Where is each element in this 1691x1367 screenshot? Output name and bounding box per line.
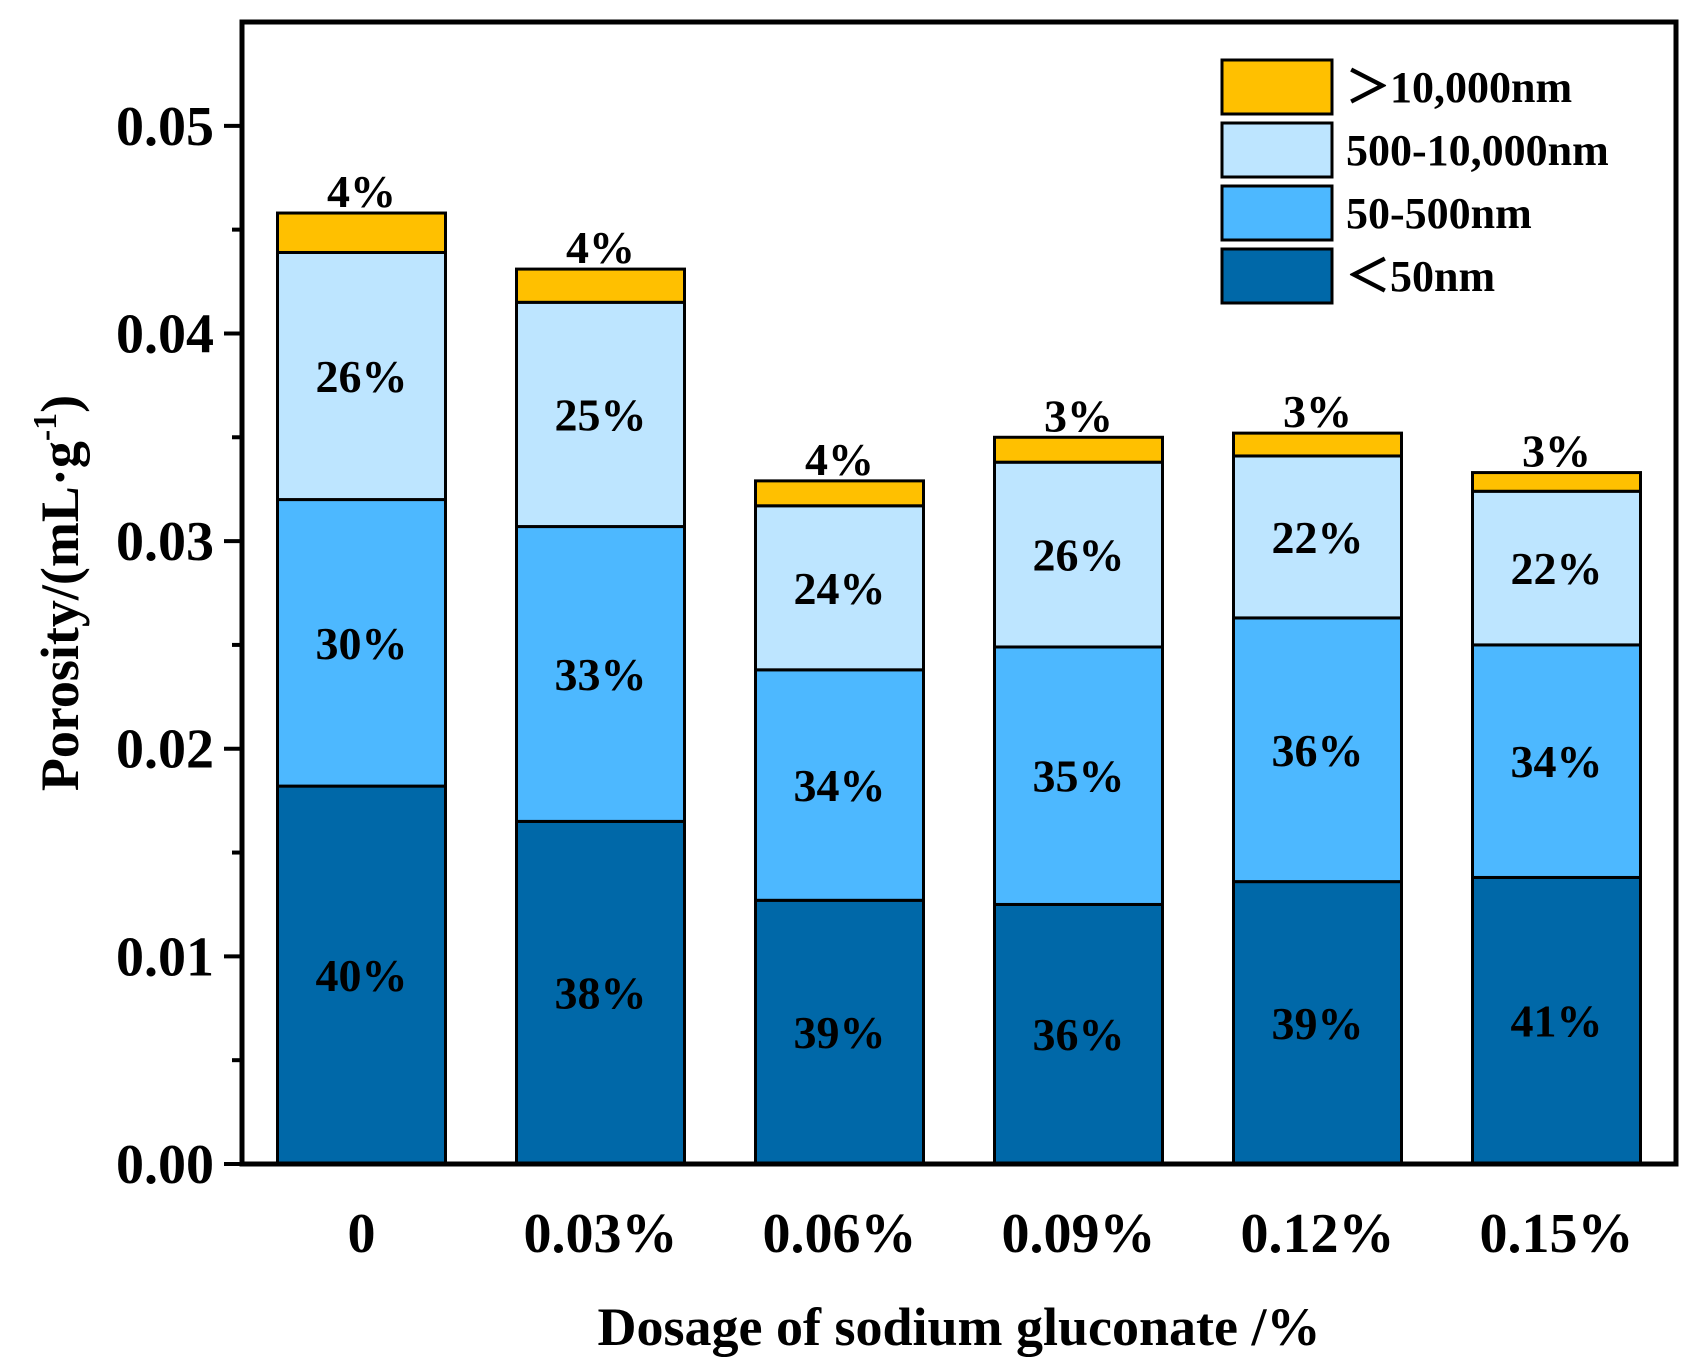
bar-segment xyxy=(515,267,686,304)
bar-segment xyxy=(515,300,686,529)
bar-segment xyxy=(1471,471,1642,493)
bar-segment xyxy=(993,435,1164,464)
segment-percent-label: 4% xyxy=(805,434,874,485)
segment-percent-labels: 40% 30% 26% 4% 38% 33% 25% 4% 39% 34% 24% 4% 36% 35% 2… xyxy=(316,166,1603,1060)
x-tick-label: 0.15% xyxy=(1480,1203,1634,1265)
segment-percent-label: 30% xyxy=(316,618,408,669)
segment-percent-label: 22% xyxy=(1272,512,1364,563)
bar-segment xyxy=(1232,431,1403,458)
segment-percent-label: 35% xyxy=(1033,751,1125,802)
bar-segment xyxy=(276,784,447,1166)
segment-percent-label: 3% xyxy=(1044,390,1113,441)
bar-segment xyxy=(1471,875,1642,1166)
legend-label: ＞10,000nm xyxy=(1346,63,1572,112)
legend-swatch xyxy=(1220,184,1334,242)
segment-percent-label: 39% xyxy=(794,1007,886,1058)
y-tick-label: 0.01 xyxy=(116,926,214,988)
bar-segment xyxy=(1232,454,1403,620)
y-tick-label: 0.03 xyxy=(116,511,214,573)
bar-segment xyxy=(1232,880,1403,1166)
y-tick-label: 0.02 xyxy=(116,719,214,781)
segment-percent-label: 41% xyxy=(1511,996,1603,1047)
x-axis-title: Dosage of sodium gluconate /% xyxy=(597,1297,1320,1357)
y-axis: 0.00 0.01 0.02 0.03 0.04 0.05 xyxy=(116,96,242,1196)
segment-percent-label: 36% xyxy=(1033,1009,1125,1060)
y-axis-title-close: ) xyxy=(30,395,90,413)
y-tick-label: 0.00 xyxy=(116,1134,214,1196)
x-tick-label: 0.06% xyxy=(763,1203,917,1265)
x-axis: 0 0.03% 0.06% 0.09% 0.12% 0.15% xyxy=(348,1203,1634,1265)
bar-segments xyxy=(276,211,1642,1166)
plot-frame xyxy=(239,19,1679,1167)
x-tick-label: 0.12% xyxy=(1241,1203,1395,1265)
x-tick-label: 0.03% xyxy=(524,1203,678,1265)
y-tick-label: 0.05 xyxy=(116,96,214,158)
bar-segment xyxy=(515,819,686,1166)
segment-percent-label: 3% xyxy=(1522,426,1591,477)
segment-percent-label: 4% xyxy=(327,166,396,217)
bar-segment xyxy=(993,460,1164,649)
bar-segment xyxy=(1471,643,1642,879)
segment-percent-label: 24% xyxy=(794,563,886,614)
y-tick-label: 0.04 xyxy=(116,303,214,365)
bar-segment xyxy=(1232,616,1403,884)
legend-swatch xyxy=(1220,247,1334,305)
segment-percent-label: 4% xyxy=(566,222,635,273)
segment-percent-label: 34% xyxy=(794,760,886,811)
segment-percent-label: 39% xyxy=(1272,998,1364,1049)
segment-percent-label: 25% xyxy=(555,389,647,440)
x-tick-label: 0.09% xyxy=(1002,1203,1156,1265)
legend-swatch xyxy=(1220,58,1334,116)
segment-percent-label: 26% xyxy=(1033,530,1125,581)
segment-percent-label: 26% xyxy=(316,351,408,402)
segment-percent-label: 38% xyxy=(555,968,647,1019)
bar-segment xyxy=(276,211,447,254)
bar-segment xyxy=(754,668,925,902)
segment-percent-label: 33% xyxy=(555,649,647,700)
bar-segment xyxy=(1471,489,1642,647)
legend-label: 500-10,000nm xyxy=(1346,126,1609,175)
y-axis-title-superscript: -1 xyxy=(27,413,64,441)
bar-segment xyxy=(754,479,925,508)
legend-swatch xyxy=(1220,121,1334,179)
y-axis-title-main: Porosity/(mL·g xyxy=(30,441,90,791)
segment-percent-label: 36% xyxy=(1272,725,1364,776)
segment-percent-label: 40% xyxy=(316,950,408,1001)
bar-segment xyxy=(754,504,925,672)
legend: ＞10,000nm 500-10,000nm 50-500nm ＜50nm xyxy=(1220,58,1609,305)
bar-segment xyxy=(515,525,686,823)
segment-percent-label: 22% xyxy=(1511,543,1603,594)
bar-segment xyxy=(993,645,1164,906)
x-tick-label: 0 xyxy=(348,1203,376,1265)
y-axis-title: Porosity/(mL·g-1) xyxy=(27,395,90,791)
segment-percent-label: 34% xyxy=(1511,736,1603,787)
segment-percent-label: 3% xyxy=(1283,386,1352,437)
bar-segment xyxy=(276,498,447,788)
legend-label: ＜50nm xyxy=(1346,252,1495,301)
bar-segment xyxy=(993,902,1164,1166)
legend-label: 50-500nm xyxy=(1346,189,1532,238)
